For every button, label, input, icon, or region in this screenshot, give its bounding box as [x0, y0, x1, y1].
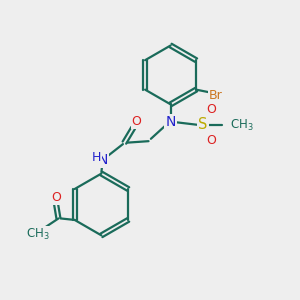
- Text: O: O: [206, 103, 216, 116]
- Text: CH$_3$: CH$_3$: [230, 117, 253, 133]
- Text: N: N: [165, 115, 176, 129]
- Text: CH$_3$: CH$_3$: [26, 227, 50, 242]
- Text: Br: Br: [209, 89, 223, 102]
- Text: O: O: [52, 191, 61, 204]
- Text: N: N: [98, 153, 108, 167]
- Text: O: O: [206, 134, 216, 147]
- Text: H: H: [92, 152, 101, 164]
- Text: O: O: [131, 115, 141, 128]
- Text: S: S: [198, 118, 208, 133]
